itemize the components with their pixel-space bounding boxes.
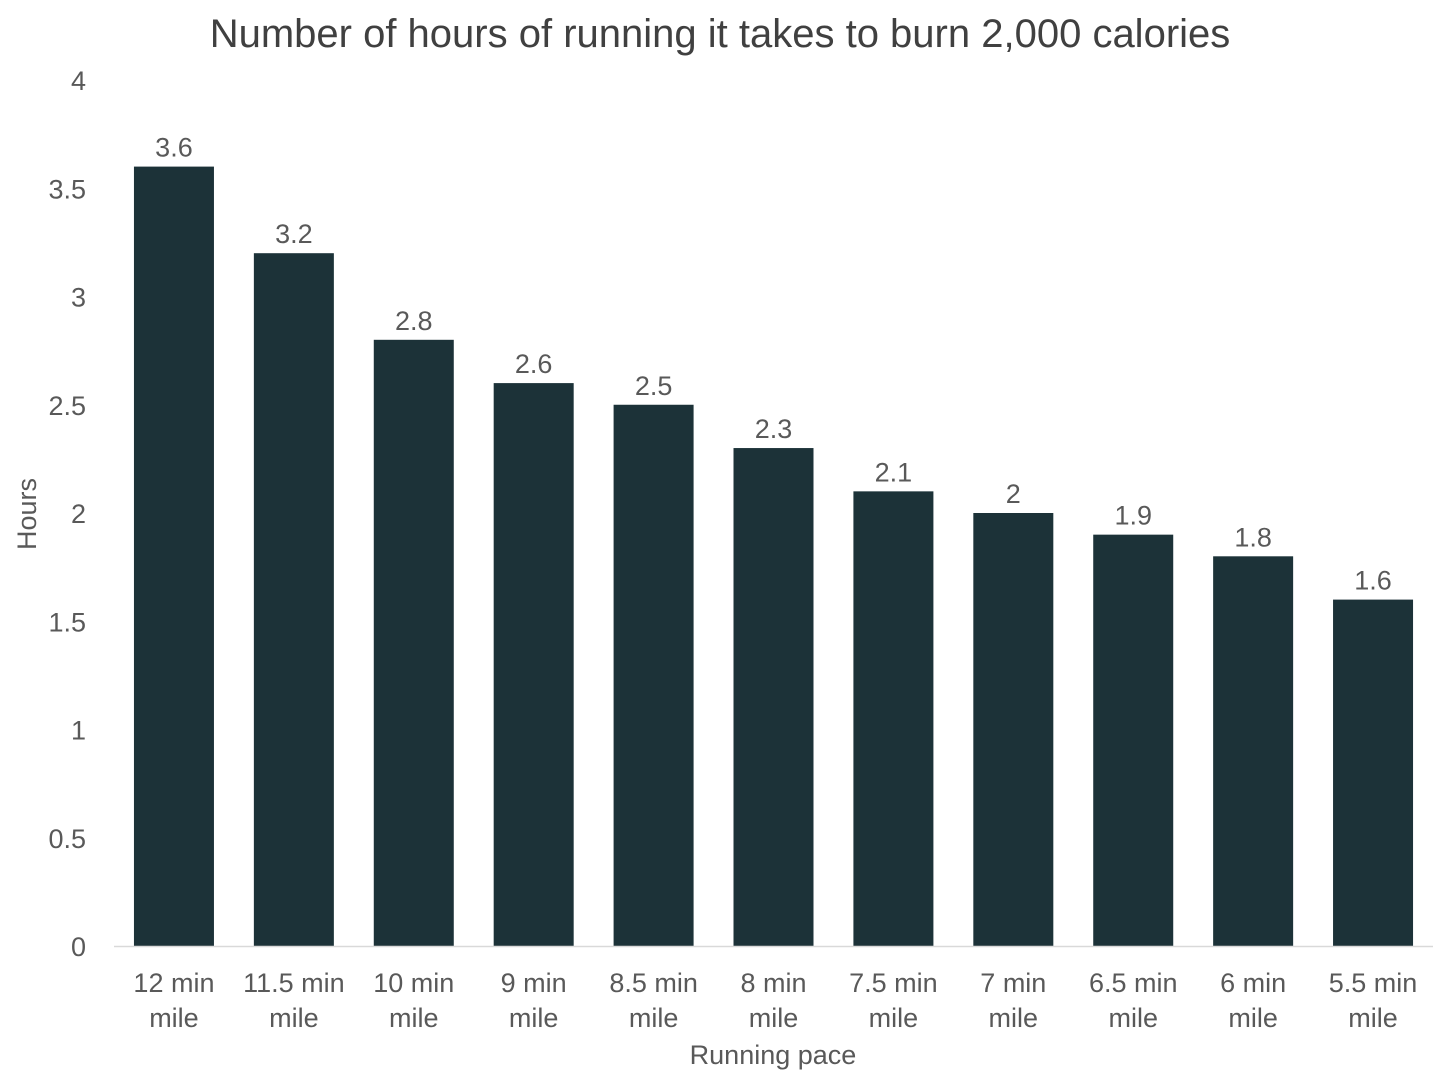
bar <box>1093 534 1174 946</box>
bar <box>733 448 814 946</box>
x-tick-label: mile <box>149 1003 199 1033</box>
bar <box>613 404 694 946</box>
x-tick-label: 6 min <box>1220 968 1286 998</box>
x-tick-label: mile <box>1108 1003 1158 1033</box>
x-tick-label: mile <box>509 1003 559 1033</box>
x-tick-label: mile <box>389 1003 439 1033</box>
bar <box>1333 599 1414 946</box>
y-tick-label: 2.5 <box>48 391 86 421</box>
x-axis-categories: 12 min mile 11.5 min mile 10 min mile 9 min mil… <box>133 968 1417 1033</box>
bar <box>853 491 934 946</box>
bar <box>1213 556 1294 946</box>
x-tick-label: mile <box>1348 1003 1398 1033</box>
data-label: 2.5 <box>635 371 673 401</box>
x-tick-label: 11.5 min <box>243 968 345 998</box>
data-label: 3.2 <box>275 219 313 249</box>
x-tick-label: mile <box>869 1003 919 1033</box>
y-axis-ticks: 0 0.5 1 1.5 2 2.5 3 3.5 4 <box>48 66 86 962</box>
y-tick-label: 1 <box>71 716 86 746</box>
x-tick-label: 9 min <box>501 968 567 998</box>
x-tick-label: 8.5 min <box>609 968 698 998</box>
data-label: 1.9 <box>1114 501 1152 531</box>
y-tick-label: 3.5 <box>48 174 86 204</box>
y-axis-title: Hours <box>12 478 42 550</box>
bar <box>133 166 214 947</box>
bar <box>493 383 574 947</box>
data-labels: 3.6 3.2 2.8 2.6 2.5 2.3 2.1 2 1.9 1.8 1.6 <box>155 133 1392 596</box>
data-label: 2.1 <box>875 457 913 487</box>
bar <box>253 253 334 946</box>
y-tick-label: 2 <box>71 499 86 529</box>
data-label: 2 <box>1006 479 1021 509</box>
x-tick-label: 7.5 min <box>849 968 938 998</box>
data-label: 2.8 <box>395 306 433 336</box>
chart-title: Number of hours of running it takes to b… <box>210 12 1231 56</box>
data-label: 2.6 <box>515 349 553 379</box>
x-tick-label: 7 min <box>980 968 1046 998</box>
y-tick-label: 0.5 <box>48 824 86 854</box>
x-tick-label: mile <box>989 1003 1039 1033</box>
x-tick-label: mile <box>1228 1003 1278 1033</box>
x-tick-label: mile <box>629 1003 679 1033</box>
y-tick-label: 3 <box>71 283 86 313</box>
bar <box>973 513 1054 946</box>
y-tick-label: 0 <box>71 932 86 962</box>
x-tick-label: 10 min <box>373 968 454 998</box>
data-label: 1.8 <box>1234 522 1272 552</box>
x-tick-label: mile <box>749 1003 799 1033</box>
x-tick-label: 5.5 min <box>1329 968 1418 998</box>
data-label: 3.6 <box>155 133 193 163</box>
data-label: 1.6 <box>1354 566 1392 596</box>
x-axis-title: Running pace <box>690 1040 857 1070</box>
bar <box>373 339 454 946</box>
x-tick-label: mile <box>269 1003 319 1033</box>
x-tick-label: 8 min <box>740 968 806 998</box>
x-tick-label: 6.5 min <box>1089 968 1178 998</box>
x-tick-label: 12 min <box>133 968 214 998</box>
bars <box>133 166 1414 947</box>
data-label: 2.3 <box>755 414 793 444</box>
y-tick-label: 1.5 <box>48 607 86 637</box>
y-tick-label: 4 <box>71 66 86 96</box>
